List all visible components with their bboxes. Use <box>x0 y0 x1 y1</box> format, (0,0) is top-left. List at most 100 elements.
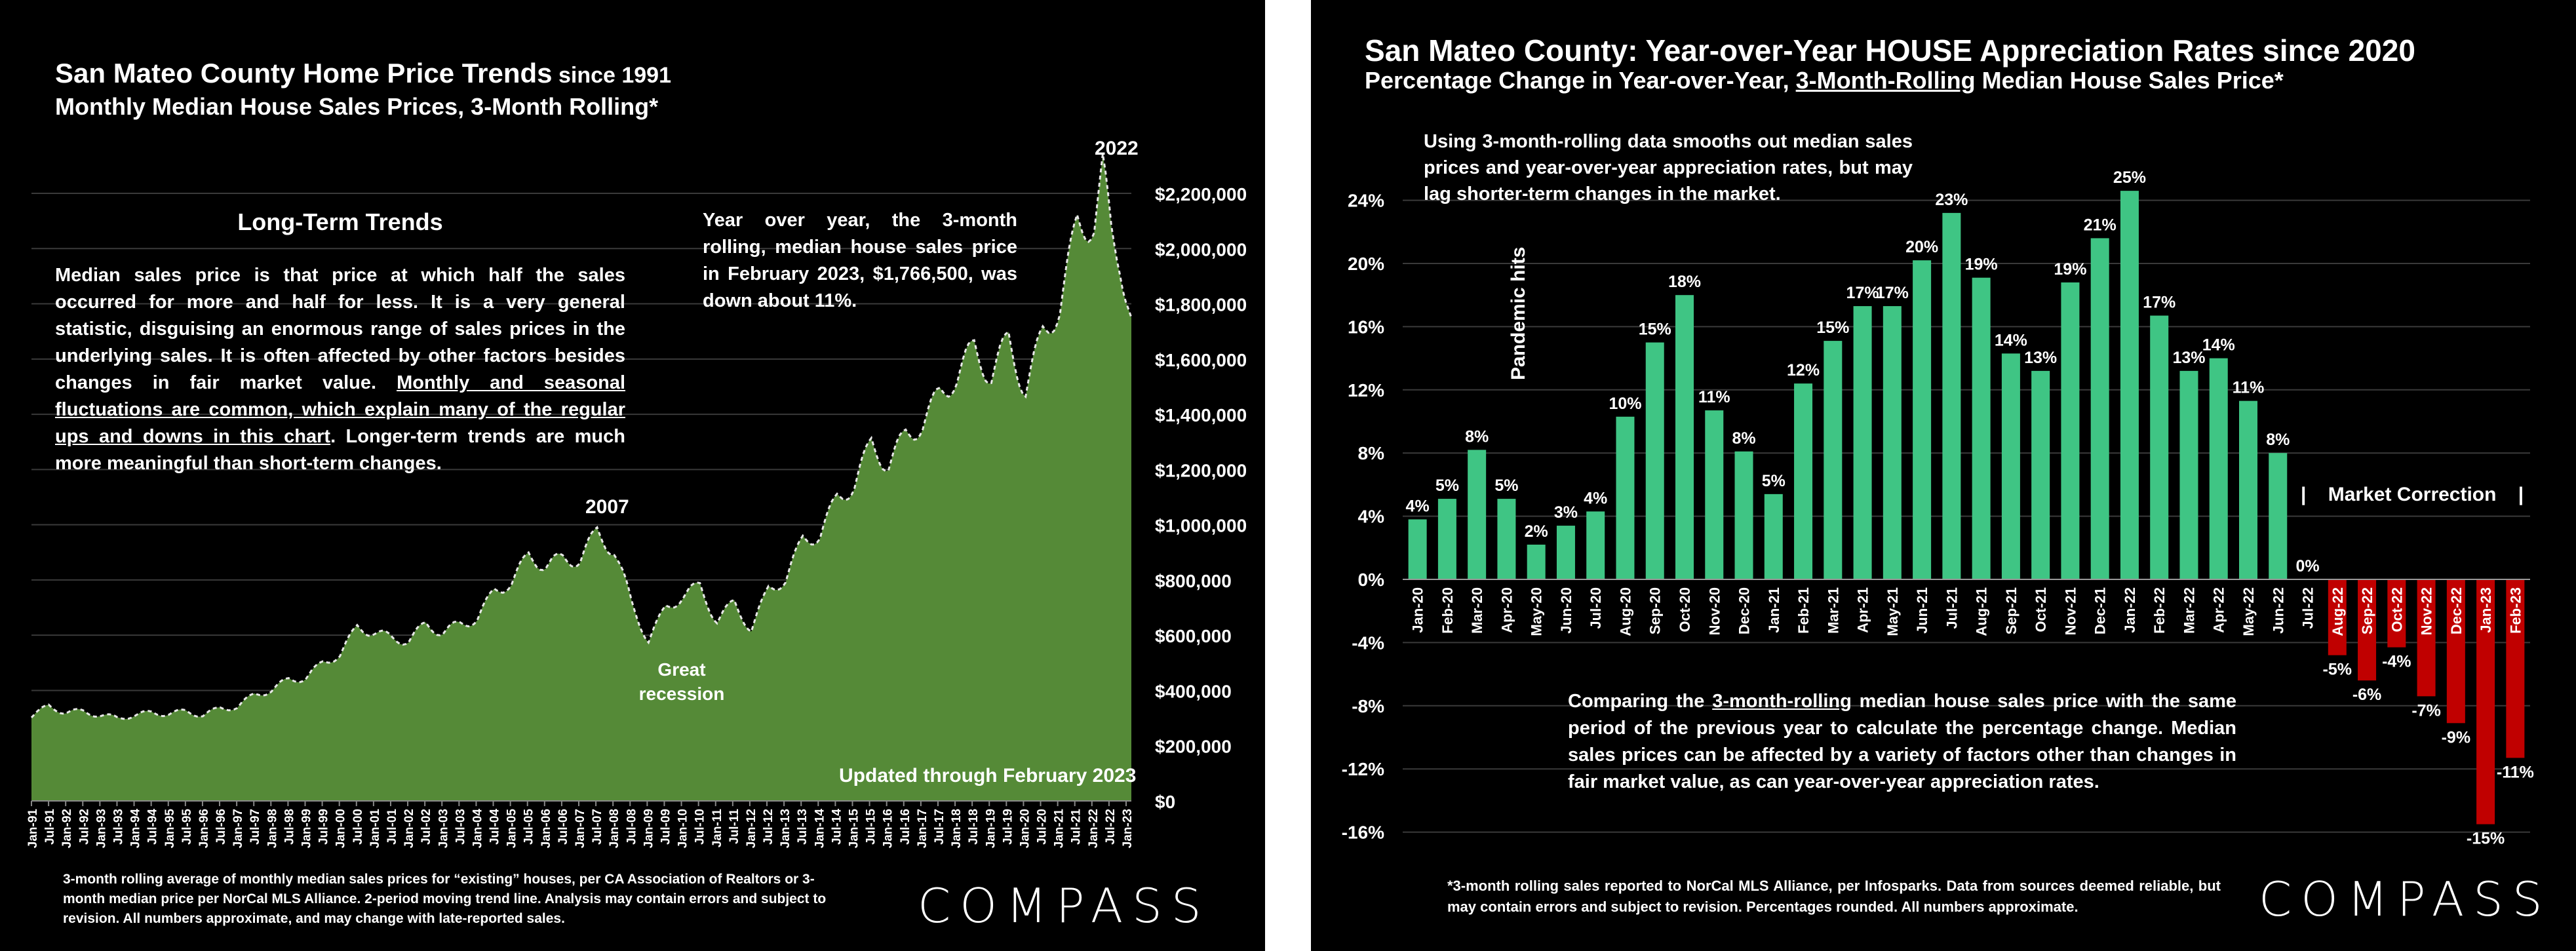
x-tick-label: Mar-22 <box>2181 587 2197 634</box>
x-tick-label: Dec-22 <box>2448 587 2465 634</box>
y-tick-label: $400,000 <box>1155 681 1232 701</box>
y-tick-label: -8% <box>1352 696 1384 716</box>
bar <box>2031 370 2050 579</box>
bar <box>2179 370 2198 579</box>
x-tick-label: Jul-22 <box>1104 809 1118 845</box>
y-tick-label: $1,400,000 <box>1155 405 1247 425</box>
bar <box>1675 295 1694 579</box>
label-2022: 2022 <box>1095 138 1139 159</box>
y-tick-label: $1,200,000 <box>1155 460 1247 480</box>
x-tick-label: Jan-99 <box>300 809 314 848</box>
y-tick-label: 20% <box>1348 254 1384 274</box>
label-2007: 2007 <box>585 496 629 518</box>
x-tick-label: Jul-14 <box>830 809 844 845</box>
x-tick-label: Mar-21 <box>1825 587 1841 634</box>
bar <box>2239 400 2257 579</box>
left-title: San Mateo County Home Price Trends since… <box>55 58 671 88</box>
y-tick-label: -4% <box>1352 632 1384 653</box>
bar <box>2358 579 2377 681</box>
bar <box>1586 511 1605 579</box>
x-tick-label: Jan-03 <box>437 809 450 848</box>
x-tick-label: Jan-20 <box>1410 587 1426 633</box>
x-tick-label: Jun-20 <box>1558 587 1574 634</box>
x-tick-label: Feb-23 <box>2507 587 2524 634</box>
x-tick-label: Jan-23 <box>2478 587 2494 633</box>
x-tick-label: Jul-21 <box>1070 809 1083 845</box>
x-tick-label: Jan-16 <box>882 809 895 848</box>
bar <box>1883 306 1902 579</box>
x-tick-label: Aug-22 <box>2330 587 2346 636</box>
bar <box>2090 238 2109 579</box>
bar <box>2269 453 2288 579</box>
bar <box>1734 451 1753 579</box>
x-tick-label: Nov-22 <box>2419 587 2435 635</box>
x-tick-label: Jul-00 <box>351 809 365 845</box>
bar <box>2328 579 2347 655</box>
bar <box>1497 499 1516 579</box>
x-tick-label: Jul-03 <box>454 809 467 845</box>
x-tick-label: Jul-93 <box>111 809 125 845</box>
y-tick-label: 8% <box>1358 443 1385 463</box>
data-label: 11% <box>2233 379 2265 397</box>
data-label: 14% <box>2202 336 2235 355</box>
bar <box>2209 358 2228 579</box>
y-tick-label: 12% <box>1348 380 1384 400</box>
x-tick-label: Aug-21 <box>1974 587 1990 636</box>
bar <box>1942 212 1961 579</box>
x-tick-label: Jan-96 <box>197 809 211 848</box>
x-tick-label: Jan-08 <box>608 809 621 848</box>
x-tick-label: Feb-22 <box>2151 587 2168 634</box>
data-label: 15% <box>1639 320 1671 339</box>
data-label: 4% <box>1406 497 1430 515</box>
bar <box>2150 315 2169 579</box>
x-tick-label: Jun-22 <box>2270 587 2286 634</box>
left-subtitle: Monthly Median House Sales Prices, 3-Mon… <box>55 93 659 120</box>
y-tick-label: $1,800,000 <box>1155 295 1247 315</box>
long-term-text: Median sales price is that price at whic… <box>55 265 626 474</box>
bar <box>2506 579 2525 758</box>
data-label: 5% <box>1494 476 1518 495</box>
data-label: 0% <box>2295 557 2319 575</box>
right-footnote: *3-month rolling sales reported to NorCa… <box>1447 878 2221 915</box>
bar <box>1913 260 1932 579</box>
bar <box>2476 579 2495 825</box>
x-tick-label: Jul-98 <box>283 809 296 845</box>
bar <box>2417 579 2436 697</box>
x-tick-label: Jul-22 <box>2300 587 2316 629</box>
data-label: 25% <box>2113 168 2146 187</box>
price-chart: $0 $200,000 $400,000 $600,000 $800,000 $1,000… <box>26 153 1247 849</box>
data-label: 17% <box>2143 294 2176 312</box>
x-tick-label: Nov-20 <box>1706 587 1723 635</box>
x-tick-label: Jul-20 <box>1588 587 1604 629</box>
y-tick-label: $0 <box>1155 792 1175 812</box>
data-label: 11% <box>1698 388 1730 406</box>
compass-logo-left: COMPASS <box>918 878 1211 933</box>
updated-note: Updated through February 2023 <box>839 765 1137 786</box>
x-tick-label: Jul-20 <box>1036 809 1049 845</box>
x-tick-label: Jul-09 <box>659 809 673 845</box>
x-tick-label: May-21 <box>1884 587 1901 636</box>
y-tick-label: $2,000,000 <box>1155 239 1247 260</box>
data-label: 8% <box>1732 429 1755 448</box>
data-label: 2% <box>1525 522 1548 541</box>
y-tick-label: -12% <box>1342 759 1384 779</box>
data-label: 4% <box>1584 489 1607 507</box>
bar <box>1794 383 1813 579</box>
data-label: 15% <box>1816 319 1849 337</box>
data-label: -6% <box>2352 686 2381 704</box>
data-label: 12% <box>1787 361 1820 379</box>
x-tick-label: Jan-91 <box>26 809 40 849</box>
x-tick-label: Jul-95 <box>180 809 194 845</box>
x-tick-label: Jul-10 <box>693 809 707 845</box>
data-label: 3% <box>1554 503 1578 522</box>
x-tick-label: Jan-92 <box>60 809 74 848</box>
x-tick-label: Jan-23 <box>1121 809 1135 848</box>
x-tick-label: Jan-21 <box>1053 809 1066 849</box>
x-tick-label: Jul-17 <box>933 809 946 845</box>
x-tick-label: Jul-05 <box>522 809 536 845</box>
data-label: 8% <box>1465 427 1489 446</box>
data-label: -9% <box>2442 728 2470 747</box>
right-title: San Mateo County: Year-over-Year HOUSE A… <box>1365 33 2415 68</box>
x-tick-label: Apr-20 <box>1498 587 1515 633</box>
x-tick-label: Jan-97 <box>231 809 245 848</box>
